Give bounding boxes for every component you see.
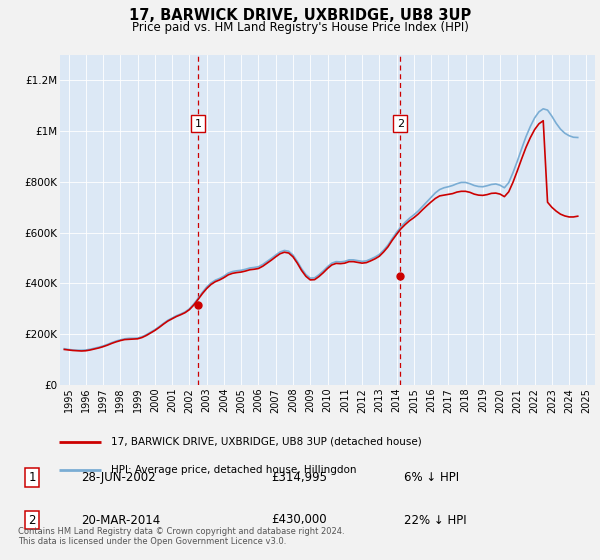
Text: £314,995: £314,995 [271, 471, 327, 484]
Text: 28-JUN-2002: 28-JUN-2002 [81, 471, 156, 484]
Text: Price paid vs. HM Land Registry's House Price Index (HPI): Price paid vs. HM Land Registry's House … [131, 21, 469, 34]
Text: 1: 1 [28, 471, 36, 484]
Text: 2: 2 [28, 514, 36, 526]
Text: 6% ↓ HPI: 6% ↓ HPI [404, 471, 459, 484]
Text: HPI: Average price, detached house, Hillingdon: HPI: Average price, detached house, Hill… [112, 465, 357, 475]
Text: 2: 2 [397, 119, 404, 129]
Text: 1: 1 [194, 119, 202, 129]
Text: 22% ↓ HPI: 22% ↓ HPI [404, 514, 466, 526]
Text: £430,000: £430,000 [271, 514, 327, 526]
Text: 17, BARWICK DRIVE, UXBRIDGE, UB8 3UP: 17, BARWICK DRIVE, UXBRIDGE, UB8 3UP [129, 8, 471, 24]
Text: 20-MAR-2014: 20-MAR-2014 [81, 514, 160, 526]
Text: 17, BARWICK DRIVE, UXBRIDGE, UB8 3UP (detached house): 17, BARWICK DRIVE, UXBRIDGE, UB8 3UP (de… [112, 437, 422, 447]
Text: Contains HM Land Registry data © Crown copyright and database right 2024.
This d: Contains HM Land Registry data © Crown c… [18, 526, 344, 546]
